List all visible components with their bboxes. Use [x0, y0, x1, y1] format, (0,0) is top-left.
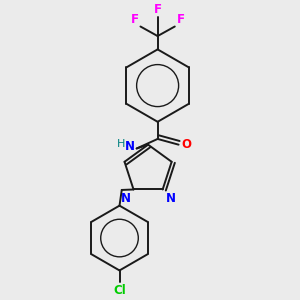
Text: O: O: [182, 138, 191, 151]
Text: F: F: [154, 3, 162, 16]
Text: N: N: [121, 192, 131, 205]
Text: N: N: [125, 140, 135, 153]
Text: H: H: [117, 139, 125, 149]
Text: Cl: Cl: [113, 284, 126, 297]
Text: N: N: [166, 192, 176, 205]
Text: F: F: [130, 13, 139, 26]
Text: F: F: [177, 13, 185, 26]
